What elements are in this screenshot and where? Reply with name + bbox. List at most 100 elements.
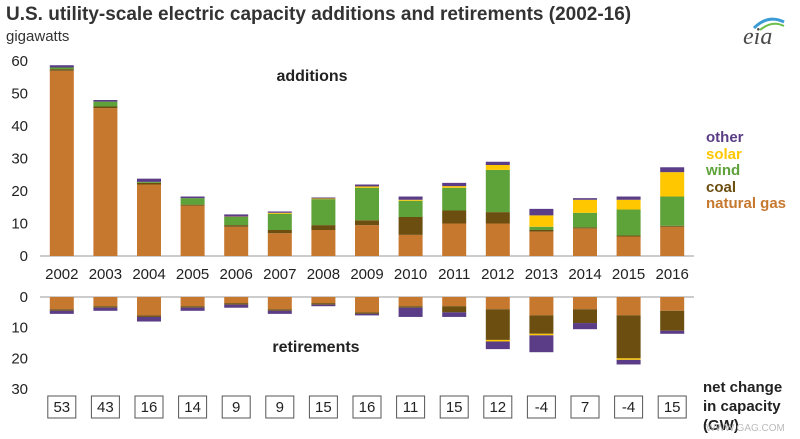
additions-bar-wind-2013: [529, 226, 554, 230]
net-change-label-line-1: net change: [703, 379, 783, 396]
additions-bar-coal-2014: [573, 227, 597, 229]
retirements-bar-coal-2005: [180, 306, 205, 308]
additions-y-tick-label: 60: [11, 53, 28, 70]
net-change-value-2012: 12: [489, 399, 506, 416]
retirements-bar-other-2009: [355, 313, 379, 316]
additions-bar-natural-gas-2015: [616, 236, 641, 256]
net-change-label-line-3: (GW): [703, 417, 739, 434]
retirements-bar-other-2003: [93, 307, 118, 311]
additions-bar-natural-gas-2011: [442, 223, 467, 256]
logo-text: eia: [743, 24, 773, 50]
retirements-bar-natural-gas-2008: [311, 297, 336, 304]
net-change-box-2002: [47, 395, 77, 419]
legend-item-other: other: [706, 129, 744, 146]
retirements-bar-natural-gas-2003: [93, 297, 118, 307]
additions-bar-coal-2003: [93, 106, 118, 109]
net-change-value-2009: 16: [359, 399, 376, 416]
additions-bar-natural-gas-2012: [485, 223, 510, 256]
net-change-value-2003: 43: [97, 399, 114, 416]
legend-item-wind: wind: [706, 162, 741, 179]
additions-bar-wind-2008: [311, 199, 336, 226]
logo-arc-icon: [752, 17, 785, 31]
additions-bar-solar-2014: [573, 199, 597, 213]
additions-bar-coal-2009: [355, 220, 379, 226]
watermark: WWW.GAG.COM: [706, 423, 785, 434]
retirements-bar-coal-2011: [442, 306, 467, 313]
additions-bar-coal-2007: [267, 230, 292, 234]
retirements-y-tick-label: 10: [11, 320, 28, 337]
net-change-value-2004: 16: [141, 399, 158, 416]
additions-bar-coal-2004: [137, 182, 161, 185]
additions-bar-coal-2012: [485, 212, 510, 224]
additions-bar-natural-gas-2002: [49, 70, 74, 256]
retirements-bar-natural-gas-2013: [529, 297, 554, 316]
additions-bar-natural-gas-2013: [529, 231, 554, 256]
retirements-bar-natural-gas-2004: [137, 297, 161, 316]
retirements-bar-solar-2015: [616, 358, 641, 360]
retirements-bar-other-2010: [398, 307, 423, 317]
additions-bar-solar-2007: [267, 212, 292, 214]
year-label-2006: 2006: [220, 266, 253, 283]
retirements-bar-solar-2012: [485, 339, 510, 342]
retirements-bar-coal-2003: [93, 306, 118, 308]
retirements-bar-other-2006: [224, 304, 249, 308]
additions-bar-solar-2010: [398, 199, 423, 201]
net-change-value-2006: 9: [232, 399, 240, 416]
retirements-bar-natural-gas-2016: [660, 297, 685, 311]
additions-bar-natural-gas-2007: [267, 233, 292, 256]
additions-bar-wind-2015: [616, 209, 641, 236]
retirements-bar-natural-gas-2002: [49, 297, 74, 310]
retirements-bar-coal-2008: [311, 303, 336, 305]
retirements-bar-other-2002: [49, 310, 74, 314]
net-change-label: net change in capacity (GW): [703, 378, 782, 435]
retirements-y-tick-label: 0: [20, 289, 28, 306]
net-change-box-2007: [265, 395, 295, 419]
net-change-value-2010: 11: [403, 399, 419, 416]
retirements-bar-natural-gas-2005: [180, 297, 205, 307]
additions-bar-other-2012: [485, 161, 510, 165]
retirements-bar-coal-2010: [398, 306, 423, 308]
retirements-bar-natural-gas-2007: [267, 297, 292, 310]
net-change-box-2008: [308, 395, 338, 419]
net-change-value-2013: -4: [535, 399, 548, 416]
additions-bar-coal-2010: [398, 217, 423, 235]
additions-bar-coal-2002: [49, 69, 74, 71]
additions-y-tick-label: 50: [11, 86, 28, 103]
additions-bar-other-2011: [442, 182, 467, 187]
year-label-2007: 2007: [263, 266, 296, 283]
net-change-value-2014: 7: [581, 399, 589, 416]
year-label-2010: 2010: [394, 266, 427, 283]
additions-bar-natural-gas-2009: [355, 225, 379, 256]
retirements-bar-other-2008: [311, 304, 336, 307]
net-change-box-2006: [221, 395, 251, 419]
retirements-bar-natural-gas-2014: [573, 297, 597, 310]
retirements-bar-coal-2012: [485, 309, 510, 340]
additions-bar-solar-2011: [442, 186, 467, 188]
additions-bar-solar-2009: [355, 186, 379, 188]
additions-bar-other-2007: [267, 211, 292, 213]
additions-bar-natural-gas-2005: [180, 205, 205, 256]
additions-bar-natural-gas-2004: [137, 184, 161, 256]
additions-bar-natural-gas-2016: [660, 226, 685, 256]
additions-bar-wind-2016: [660, 196, 685, 226]
additions-bar-wind-2006: [224, 217, 249, 226]
net-change-value-2015: -4: [622, 399, 635, 416]
year-label-2009: 2009: [350, 266, 383, 283]
additions-bar-natural-gas-2003: [93, 108, 118, 256]
net-change-value-2008: 15: [315, 399, 332, 416]
year-label-2014: 2014: [568, 266, 601, 283]
additions-bar-other-2010: [398, 196, 423, 200]
legend: other solar wind coal natural gas: [706, 129, 786, 213]
additions-bar-wind-2004: [137, 181, 161, 183]
additions-bar-other-2005: [180, 196, 205, 199]
additions-bar-solar-2013: [529, 215, 554, 227]
net-change-box-2014: [570, 395, 600, 419]
additions-bar-other-2008: [311, 197, 336, 199]
additions-label: additions: [276, 68, 347, 85]
year-label-2013: 2013: [525, 266, 558, 283]
retirements-bar-coal-2002: [49, 309, 74, 311]
retirements-bar-coal-2004: [137, 315, 161, 317]
additions-bar-wind-2012: [485, 169, 510, 213]
chart-subtitle: gigawatts: [6, 28, 70, 45]
net-change-box-2015: [614, 395, 644, 419]
